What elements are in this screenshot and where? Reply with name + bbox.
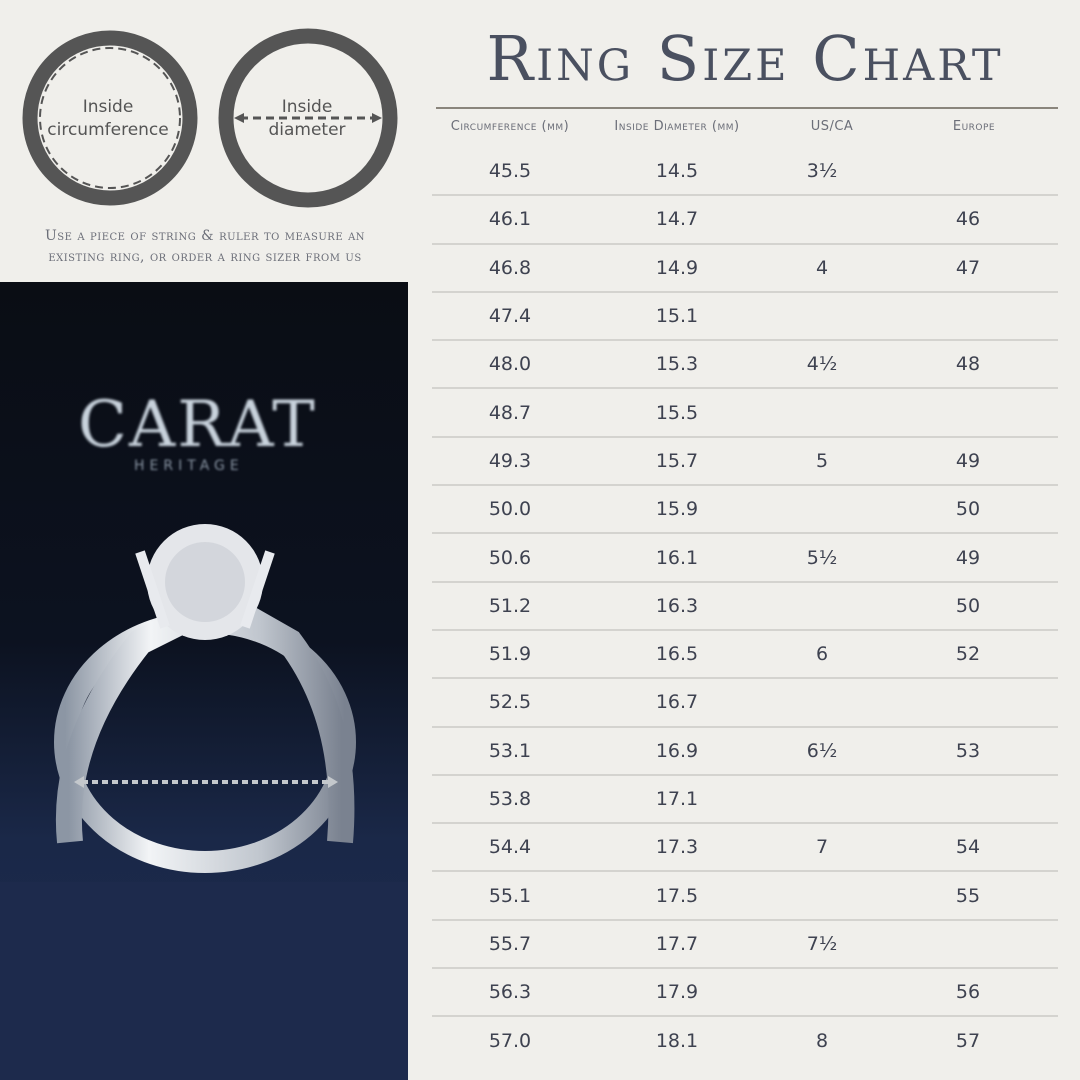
cell-circumference: 51.2: [488, 594, 532, 617]
cell-europe: 57: [955, 1030, 981, 1053]
cell-circumference: 51.9: [488, 643, 532, 666]
cell-europe: 49: [955, 449, 981, 472]
cell-europe: 50: [955, 498, 981, 521]
cell-circumference: 55.7: [488, 932, 532, 955]
table-row: 51.2 16.3 50: [432, 583, 1058, 631]
circumference-label: Inside: [83, 97, 134, 117]
cell-circumference: 53.1: [488, 739, 532, 762]
ring-illustration: [0, 524, 408, 1080]
cell-us-ca: 7: [815, 836, 829, 859]
table-row: 51.9 16.5 6 52: [432, 631, 1058, 680]
header-europe: Europe: [952, 119, 996, 134]
diameter-label: Inside: [282, 97, 333, 117]
cell-inside-diameter: 16.1: [655, 546, 699, 569]
cell-inside-diameter: 15.1: [655, 305, 699, 328]
cell-us-ca: 4: [815, 256, 829, 279]
cell-inside-diameter: 16.5: [655, 643, 699, 666]
cell-circumference: 52.5: [488, 691, 532, 714]
table-row: 52.5 16.7: [432, 679, 1058, 728]
table-row: 56.3 17.9 56: [432, 969, 1058, 1018]
cell-inside-diameter: 17.7: [655, 932, 699, 955]
logo-subtitle: HERITAGE: [134, 458, 244, 474]
cell-europe: 49: [955, 546, 981, 569]
cell-circumference: 50.0: [488, 498, 532, 521]
title-divider: [436, 107, 1058, 109]
table-row: 46.8 14.9 4 47: [432, 245, 1058, 293]
cell-us-ca: 3½: [806, 160, 838, 183]
cell-inside-diameter: 17.5: [655, 884, 699, 907]
circumference-ring-icon: [22, 30, 198, 206]
cell-us-ca: 5: [815, 449, 829, 472]
cell-europe: 50: [955, 594, 981, 617]
cell-inside-diameter: 14.7: [655, 208, 699, 231]
cell-circumference: 55.1: [488, 884, 532, 907]
cell-us-ca: 6½: [806, 739, 838, 762]
cell-us-ca: 4½: [806, 353, 838, 376]
header-inside-diameter: Inside Diameter (mm): [614, 119, 740, 134]
cell-us-ca: 8: [815, 1030, 829, 1053]
cell-europe: 52: [955, 643, 981, 666]
cell-inside-diameter: 17.9: [655, 981, 699, 1004]
ring-measurement-diagrams: Inside circumference Inside diameter: [22, 28, 398, 208]
cell-circumference: 56.3: [488, 981, 532, 1004]
table-row: 46.1 14.7 46: [432, 196, 1058, 245]
cell-circumference: 49.3: [488, 449, 532, 472]
ring-photo: CARAT HERITAGE: [0, 282, 408, 1080]
circumference-label-2: circumference: [47, 120, 168, 140]
page-title: Ring Size Chart: [486, 22, 1004, 95]
table-row: 48.0 15.3 4½ 48: [432, 341, 1058, 390]
header-us-ca: US/CA: [810, 119, 854, 134]
table-row: 49.3 15.7 5 49: [432, 438, 1058, 487]
table-row: 45.5 14.5 3½: [432, 148, 1058, 197]
cell-circumference: 50.6: [488, 546, 532, 569]
table-row: 50.6 16.1 5½ 49: [432, 534, 1058, 583]
size-table: 45.5 14.5 3½ 46.1 14.7 46 46.8 14.9 4 47 47.4 15.1 4…: [432, 148, 1058, 1066]
table-row: 53.1 16.9 6½ 53: [432, 728, 1058, 776]
table-row: 57.0 18.1 8 57: [432, 1017, 1058, 1065]
cell-europe: 53: [955, 739, 981, 762]
table-row: 48.7 15.5: [432, 389, 1058, 438]
cell-inside-diameter: 15.3: [655, 353, 699, 376]
cell-circumference: 48.7: [488, 401, 532, 424]
cell-inside-diameter: 14.5: [655, 160, 699, 183]
cell-circumference: 45.5: [488, 160, 532, 183]
table-row: 50.0 15.9 50: [432, 486, 1058, 535]
cell-circumference: 46.8: [488, 256, 532, 279]
cell-europe: 55: [955, 884, 981, 907]
cell-us-ca: 5½: [806, 546, 838, 569]
cell-inside-diameter: 14.9: [655, 256, 699, 279]
table-row: 55.1 17.5 55: [432, 872, 1058, 921]
cell-circumference: 57.0: [488, 1030, 532, 1053]
cell-inside-diameter: 16.3: [655, 594, 699, 617]
cell-circumference: 48.0: [488, 353, 532, 376]
carat-heritage-logo: CARAT: [78, 388, 317, 462]
cell-europe: 54: [955, 836, 981, 859]
cell-inside-diameter: 15.9: [655, 498, 699, 521]
cell-europe: 46: [955, 208, 981, 231]
diameter-ring-icon: [218, 28, 398, 208]
cell-inside-diameter: 16.7: [655, 691, 699, 714]
table-row: 54.4 17.3 7 54: [432, 824, 1058, 873]
cell-europe: 56: [955, 981, 981, 1004]
cell-circumference: 47.4: [488, 305, 532, 328]
header-circumference: Circumference (mm): [450, 119, 570, 134]
cell-inside-diameter: 17.1: [655, 788, 699, 810]
cell-inside-diameter: 15.5: [655, 401, 699, 424]
cell-inside-diameter: 17.3: [655, 836, 699, 859]
cell-inside-diameter: 18.1: [655, 1030, 699, 1053]
diameter-label-2: diameter: [268, 120, 345, 140]
measuring-tip: Use a piece of string & ruler to measure…: [44, 228, 366, 265]
table-row: 53.8 17.1: [432, 776, 1058, 825]
cell-circumference: 54.4: [488, 836, 532, 859]
cell-europe: 48: [955, 353, 981, 376]
cell-europe: 47: [955, 256, 981, 279]
cell-circumference: 53.8: [488, 788, 532, 810]
cell-inside-diameter: 16.9: [655, 739, 699, 762]
table-row: 47.4 15.1: [432, 293, 1058, 342]
cell-inside-diameter: 15.7: [655, 449, 699, 472]
table-row: 55.7 17.7 7½: [432, 921, 1058, 970]
cell-us-ca: 7½: [806, 932, 838, 955]
cell-us-ca: 6: [815, 643, 829, 666]
cell-circumference: 46.1: [488, 208, 532, 231]
